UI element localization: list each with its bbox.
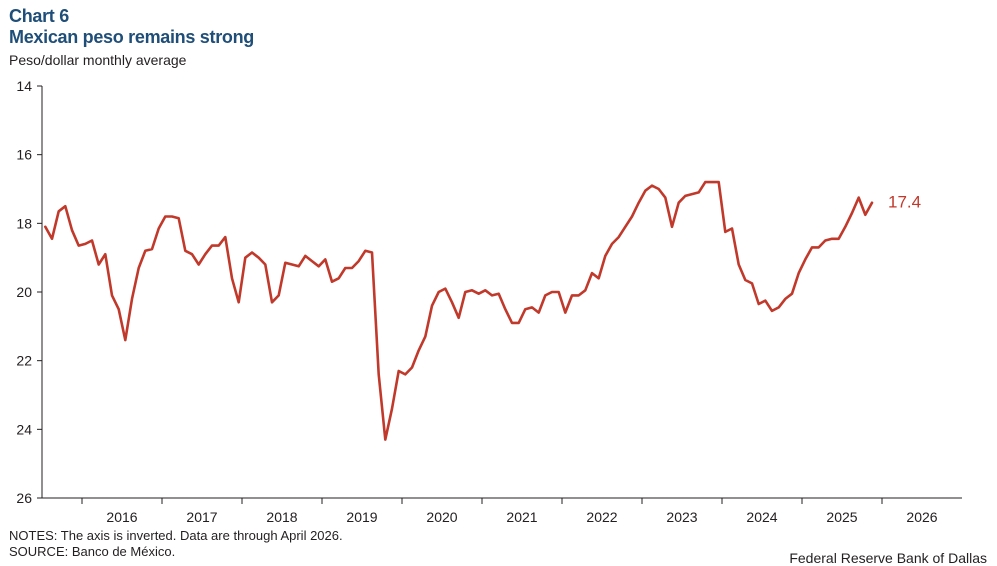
end-value-label: 17.4	[888, 193, 921, 212]
y-tick-label: 16	[16, 147, 32, 163]
chart-notes: NOTES: The axis is inverted. Data are th…	[9, 528, 343, 560]
y-tick-label: 18	[16, 215, 32, 231]
x-tick-label: 2021	[506, 509, 537, 525]
notes-line: NOTES: The axis is inverted. Data are th…	[9, 528, 343, 543]
x-tick-label: 2026	[906, 509, 937, 525]
y-tick-label: 20	[16, 284, 32, 300]
y-tick-label: 14	[16, 78, 32, 94]
series-group: 17.4	[43, 180, 921, 441]
x-tick-label: 2020	[426, 509, 457, 525]
x-tick-label: 2017	[186, 509, 217, 525]
chart-number: Chart 6	[9, 6, 69, 26]
x-tick-label: 2018	[266, 509, 297, 525]
x-tick-label: 2016	[106, 509, 137, 525]
series-line	[43, 180, 874, 441]
x-tick-label: 2022	[586, 509, 617, 525]
x-axis: 2016 2017 2018 2019 2020 2021 2022 2023 2024 2025…	[42, 497, 962, 525]
y-axis-unit-label: Peso/dollar monthly average	[9, 52, 187, 68]
y-tick-label: 24	[16, 421, 32, 437]
y-axis: 14 16 18 20 22 24 26	[16, 78, 43, 506]
x-tick-label: 2024	[746, 509, 777, 525]
y-tick-label: 26	[16, 490, 32, 506]
x-tick-label: 2025	[826, 509, 857, 525]
chart-title: Mexican peso remains strong	[9, 27, 254, 47]
y-tick-label: 22	[16, 353, 32, 369]
credit-label: Federal Reserve Bank of Dallas	[789, 550, 987, 566]
x-tick-label: 2023	[666, 509, 697, 525]
source-line: SOURCE: Banco de México.	[9, 544, 176, 559]
x-tick-label: 2019	[346, 509, 377, 525]
